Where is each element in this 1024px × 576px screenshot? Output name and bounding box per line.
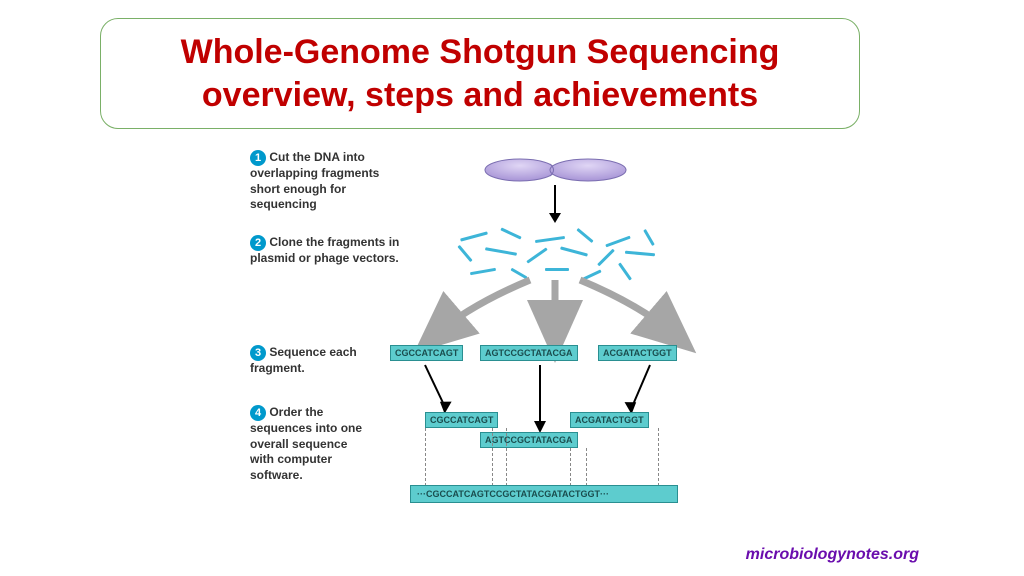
step-2-text: Clone the fragments in plasmid or phage … <box>250 235 399 265</box>
dna-fragment <box>485 247 517 256</box>
step-2-bullet: 2 <box>250 235 266 251</box>
step-4-text: Order the sequences into one overall seq… <box>250 405 362 482</box>
seq-box-a: CGCCATCAGT <box>390 345 463 361</box>
dna-fragment <box>460 231 488 241</box>
dash-4 <box>570 448 571 486</box>
fragments-cloud <box>450 230 670 280</box>
dash-5 <box>586 448 587 486</box>
dna-fragment <box>457 245 472 262</box>
dash-3 <box>506 428 507 486</box>
dna-fragment <box>500 227 521 239</box>
seq-box-b: AGTCCGCTATACGA <box>480 345 578 361</box>
ordered-b: AGTCCGCTATACGA <box>480 432 578 448</box>
step-3-text: Sequence each fragment. <box>250 345 357 375</box>
branch-arrows <box>400 280 720 345</box>
dna-fragment <box>545 268 569 271</box>
step-1-text: Cut the DNA into overlapping fragments s… <box>250 150 379 211</box>
diagram-area: 1 Cut the DNA into overlapping fragments… <box>250 150 810 540</box>
dna-fragment <box>535 236 565 243</box>
ordered-c: ACGATACTGGT <box>570 412 649 428</box>
ordered-a: CGCCATCAGT <box>425 412 498 428</box>
dash-2 <box>492 428 493 486</box>
dna-fragment <box>470 268 496 275</box>
step-1-bullet: 1 <box>250 150 266 166</box>
dna-fragment <box>605 236 630 248</box>
step-3-label: 3 Sequence each fragment. <box>250 345 380 377</box>
arrow-1 <box>545 185 565 225</box>
step-2-label: 2 Clone the fragments in plasmid or phag… <box>250 235 400 267</box>
dash-1 <box>425 428 426 486</box>
seq-box-c: ACGATACTGGT <box>598 345 677 361</box>
dna-fragment <box>597 249 615 267</box>
step-4-label: 4 Order the sequences into one overall s… <box>250 405 370 484</box>
step-3-bullet: 3 <box>250 345 266 361</box>
dna-fragment <box>560 246 588 256</box>
title-container: Whole-Genome Shotgun Sequencing overview… <box>100 18 860 129</box>
dna-fragment <box>526 247 547 263</box>
step-4-bullet: 4 <box>250 405 266 421</box>
dna-fragment <box>576 228 593 243</box>
dna-fragment <box>643 229 655 246</box>
page-title: Whole-Genome Shotgun Sequencing overview… <box>131 31 829 116</box>
footer-link: microbiologynotes.org <box>746 546 919 564</box>
assembled-sequence: ···CGCCATCAGTCCGCTATACGATACTGGT··· <box>410 485 678 503</box>
dash-6 <box>658 428 659 486</box>
dna-fragment <box>618 262 632 280</box>
dna-fragment <box>625 251 655 257</box>
dna-fragment <box>510 268 527 280</box>
step-1-label: 1 Cut the DNA into overlapping fragments… <box>250 150 400 213</box>
